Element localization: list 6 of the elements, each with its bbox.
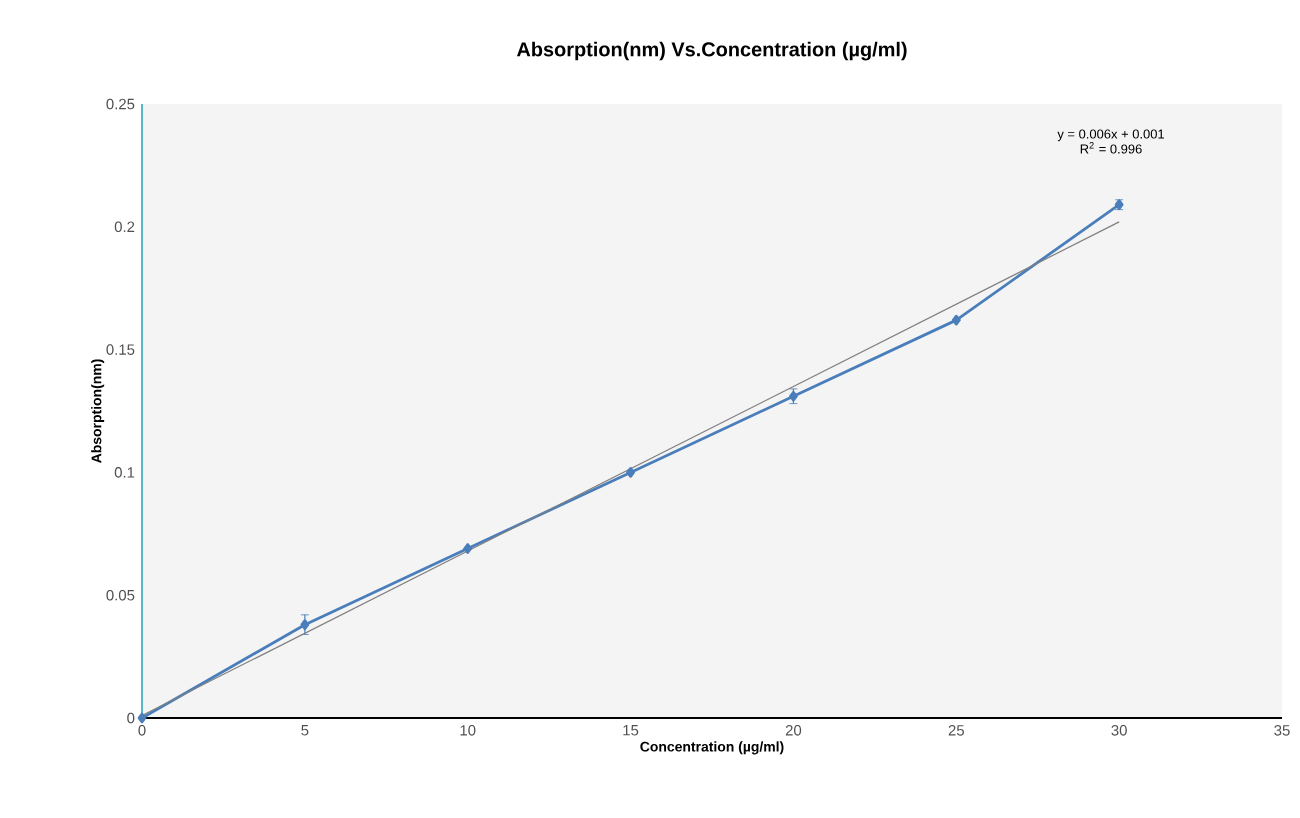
chart-title: Absorption(nm) Vs.Concentration (µg/ml) xyxy=(516,41,907,61)
point xyxy=(137,712,147,724)
point xyxy=(626,467,635,478)
point xyxy=(951,314,961,326)
point xyxy=(789,390,798,402)
point xyxy=(300,619,310,631)
